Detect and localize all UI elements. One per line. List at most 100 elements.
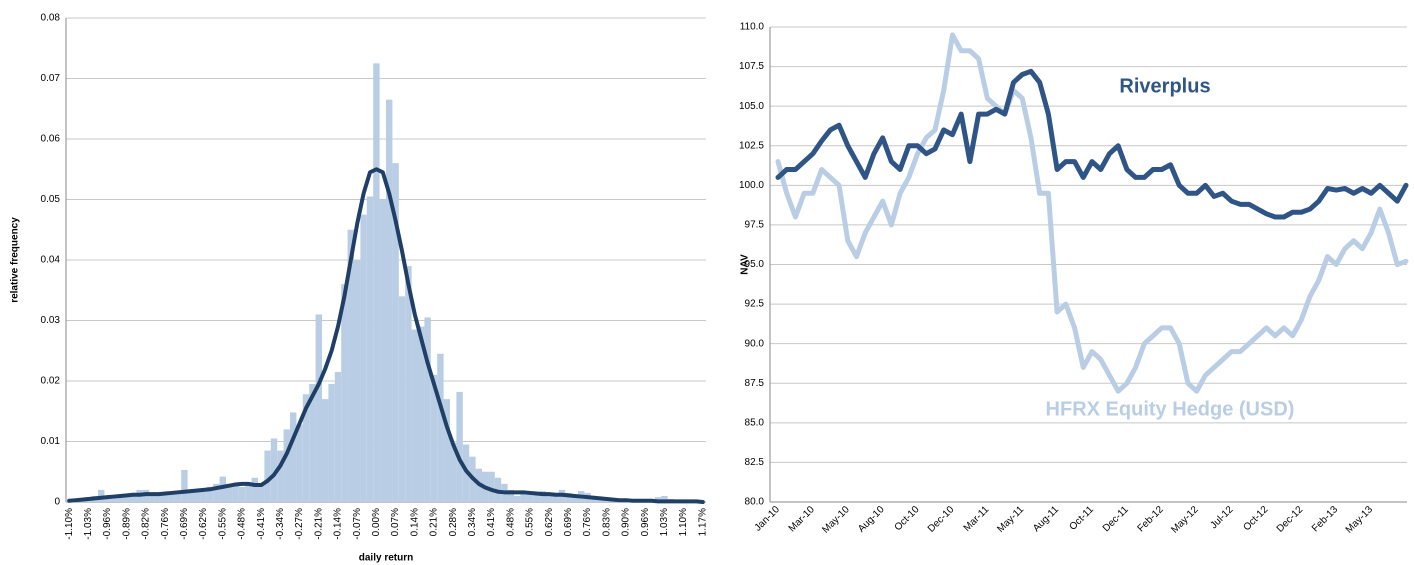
x-tick-label: 0.76% [582,508,593,536]
x-tick-label: 0.00% [371,508,382,536]
bar [110,495,118,502]
bar [181,469,188,502]
x-tick-label: Mar-11 [962,504,992,534]
x-tick-label: -0.76% [160,508,171,540]
y-tick-label: 107.5 [739,61,764,72]
x-tick-label: -0.96% [102,508,113,540]
y-tick-label: 0.06 [41,134,61,145]
y-tick-label: 105.0 [739,101,764,112]
bar [661,495,668,502]
bar [526,492,534,502]
y-tick-label: 80.0 [745,497,765,508]
y-tick-label: 0.08 [41,13,61,24]
bar [194,489,201,502]
x-tick-label: -0.07% [352,508,363,540]
x-tick-label: -0.41% [256,508,267,540]
series-label: HFRX Equity Hedge (USD) [1046,398,1295,420]
y-tick-label: 90.0 [745,338,765,349]
bar [117,494,124,502]
bar [277,450,284,502]
x-tick-label: -0.69% [179,508,190,540]
y-tick-label: 0.02 [41,376,61,387]
bar [315,314,322,502]
bar [565,492,572,502]
bar [386,99,393,503]
bar [232,483,239,502]
x-tick-label: Dec-10 [926,504,957,535]
bar [219,476,226,502]
x-tick-label: 0.55% [525,508,536,536]
bar [571,495,578,502]
bar [507,489,514,502]
y-tick-label: 82.5 [745,457,765,468]
x-tick-label: 1.03% [659,508,670,536]
y-tick-label: 85.0 [745,417,765,428]
bar [456,391,463,502]
bar [398,296,406,502]
x-tick-label: Dec-11 [1101,504,1131,534]
x-tick-label: -0.82% [141,508,152,540]
bar [328,384,335,502]
x-tick-label: -0.34% [275,508,286,540]
bar [104,497,111,502]
bar [155,495,162,502]
bar [283,429,290,502]
x-tick-label: 0.96% [640,508,651,536]
x-tick-label: Feb-12 [1136,504,1166,534]
x-tick-label: Feb-13 [1310,504,1340,534]
bar [130,492,137,502]
bar [430,374,438,502]
x-tick-label: 1.10% [678,508,689,536]
y-tick-label: 95.0 [745,259,765,270]
bar [296,424,303,502]
bar [533,494,540,502]
y-tick-label: 110.0 [740,22,765,33]
bar [424,317,431,502]
x-tick-label: Aug-11 [1031,504,1061,534]
line [67,167,705,504]
bar [341,284,348,502]
x-tick-label: May-10 [820,504,852,536]
bar [168,492,175,502]
y-tick-label: 100.0 [739,180,764,191]
bar [258,483,265,502]
bar [213,483,220,502]
bar [514,495,521,502]
x-tick-label: -0.62% [198,508,209,540]
bar [450,442,457,502]
y-tick-label: 92.5 [745,299,765,310]
x-tick-label: 0.48% [505,508,516,536]
x-tick-label: Oct-10 [893,504,922,533]
x-tick-label: 0.90% [621,508,632,536]
bar [238,486,246,502]
bar [226,483,233,502]
x-tick-label: May-11 [995,504,1026,535]
x-tick-label: 0.21% [429,508,440,536]
x-tick-label: 0.34% [467,508,478,536]
y-tick-label: 0.05 [41,194,61,205]
line [775,32,1409,394]
bar [187,492,194,502]
bar [520,492,527,502]
bar [162,494,169,502]
bar [488,471,495,502]
bar [264,450,271,502]
bar [347,229,354,502]
bar [552,495,559,502]
bar [360,214,367,502]
y-tick-label: 0 [54,497,60,508]
y-tick-label: 0.04 [41,255,61,266]
bar [270,438,278,502]
bar [206,486,214,502]
bar [539,491,546,502]
y-tick-label: 102.5 [739,140,764,151]
x-tick-label: -0.48% [237,508,248,540]
y-tick-label: 87.5 [745,378,765,389]
bar [392,163,399,502]
bar [546,492,553,502]
bar [290,412,297,502]
x-tick-label: May-12 [1169,504,1201,536]
bar [354,260,361,502]
bar [309,384,316,502]
